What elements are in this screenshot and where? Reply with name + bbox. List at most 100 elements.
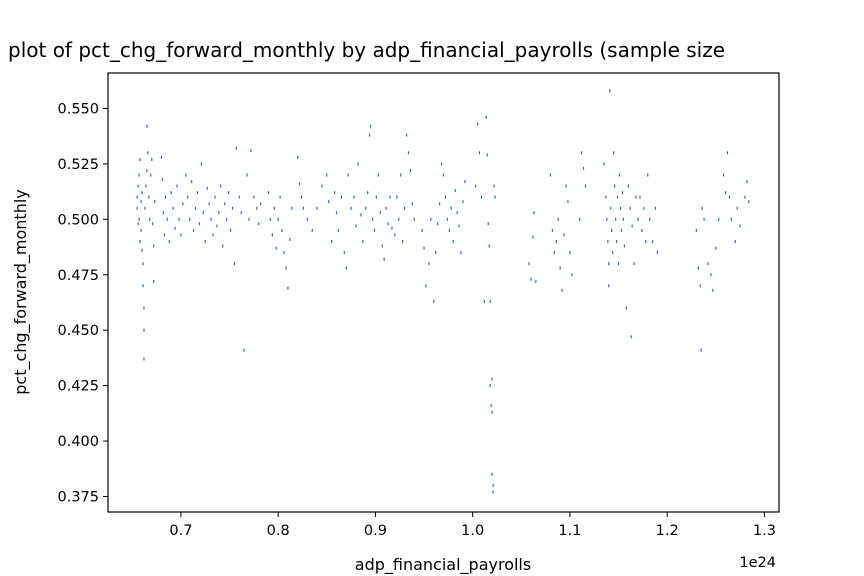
data-point bbox=[433, 299, 435, 303]
data-point bbox=[140, 228, 142, 232]
data-point bbox=[291, 206, 293, 210]
data-point bbox=[136, 206, 138, 210]
data-point bbox=[569, 251, 571, 255]
data-point bbox=[243, 348, 245, 352]
data-point bbox=[202, 211, 204, 215]
data-point bbox=[535, 279, 537, 283]
data-point bbox=[606, 217, 608, 221]
data-point bbox=[430, 217, 432, 221]
data-point bbox=[220, 184, 222, 188]
data-point bbox=[398, 217, 400, 221]
data-point bbox=[622, 217, 625, 221]
data-point bbox=[400, 173, 402, 177]
data-point bbox=[389, 195, 391, 199]
data-point bbox=[442, 173, 445, 177]
data-point bbox=[645, 240, 647, 244]
data-point bbox=[404, 206, 406, 210]
y-axis-label: pct_chg_forward_monthly bbox=[11, 189, 31, 395]
data-point bbox=[331, 240, 333, 244]
data-point bbox=[736, 206, 738, 210]
data-point bbox=[381, 244, 383, 248]
data-point bbox=[488, 244, 490, 248]
data-point bbox=[491, 472, 493, 476]
data-point bbox=[233, 262, 236, 266]
data-point bbox=[367, 191, 369, 195]
data-point bbox=[333, 191, 336, 195]
data-point bbox=[391, 226, 393, 230]
data-point bbox=[143, 357, 145, 361]
data-point bbox=[423, 246, 425, 250]
data-point bbox=[643, 206, 645, 210]
data-point bbox=[532, 235, 534, 239]
data-point bbox=[651, 240, 654, 244]
y-tick-label: 0.400 bbox=[57, 434, 99, 450]
data-point bbox=[605, 195, 607, 199]
data-point bbox=[210, 217, 212, 221]
data-point bbox=[528, 262, 530, 266]
data-point bbox=[149, 217, 151, 221]
data-point bbox=[641, 228, 643, 232]
data-point bbox=[563, 233, 565, 237]
data-point bbox=[494, 195, 496, 199]
data-point bbox=[316, 206, 318, 210]
data-point bbox=[206, 186, 208, 190]
data-point bbox=[240, 211, 242, 215]
data-point bbox=[458, 224, 460, 228]
data-point bbox=[172, 206, 174, 210]
data-point bbox=[609, 89, 611, 93]
data-point bbox=[549, 173, 552, 177]
data-point bbox=[371, 217, 374, 221]
data-point bbox=[337, 228, 340, 232]
data-point bbox=[176, 184, 178, 188]
data-point bbox=[326, 173, 328, 177]
data-point bbox=[145, 184, 147, 188]
data-point bbox=[631, 224, 633, 228]
data-point bbox=[162, 211, 165, 215]
data-point bbox=[335, 211, 338, 215]
data-point bbox=[619, 206, 622, 210]
y-tick-label: 0.500 bbox=[57, 212, 99, 228]
data-point bbox=[450, 206, 452, 210]
data-point bbox=[734, 240, 736, 244]
data-point bbox=[185, 173, 187, 177]
data-point bbox=[607, 240, 609, 244]
data-point bbox=[279, 195, 281, 199]
data-point bbox=[365, 206, 367, 210]
data-point bbox=[235, 146, 237, 150]
x-tick-label: 1.2 bbox=[656, 523, 679, 539]
data-point bbox=[492, 490, 494, 494]
data-point bbox=[142, 284, 144, 288]
data-point bbox=[275, 246, 277, 250]
y-tick-label: 0.550 bbox=[57, 101, 99, 117]
data-point bbox=[298, 182, 301, 186]
data-point bbox=[615, 217, 617, 221]
data-point bbox=[226, 217, 228, 221]
data-point bbox=[730, 217, 732, 221]
data-point bbox=[192, 228, 195, 232]
data-point bbox=[144, 206, 146, 210]
data-point bbox=[204, 240, 206, 244]
data-point bbox=[200, 162, 202, 166]
data-point bbox=[454, 189, 456, 193]
data-point bbox=[620, 228, 623, 232]
data-point bbox=[654, 206, 657, 210]
data-point bbox=[625, 306, 627, 310]
x-tick-label: 0.9 bbox=[364, 523, 387, 539]
data-point bbox=[739, 224, 741, 228]
data-point bbox=[154, 200, 156, 204]
data-point bbox=[153, 279, 155, 283]
data-point bbox=[462, 200, 464, 204]
data-point bbox=[238, 195, 240, 199]
data-point bbox=[385, 206, 387, 210]
data-point bbox=[146, 169, 148, 173]
data-point bbox=[138, 173, 140, 177]
data-point bbox=[222, 244, 224, 248]
data-point bbox=[180, 233, 182, 237]
data-point bbox=[353, 195, 355, 199]
data-point bbox=[559, 266, 561, 270]
data-point bbox=[639, 195, 641, 199]
data-point bbox=[579, 217, 581, 221]
data-point bbox=[409, 169, 412, 173]
data-point bbox=[460, 251, 462, 255]
data-point bbox=[137, 184, 139, 188]
